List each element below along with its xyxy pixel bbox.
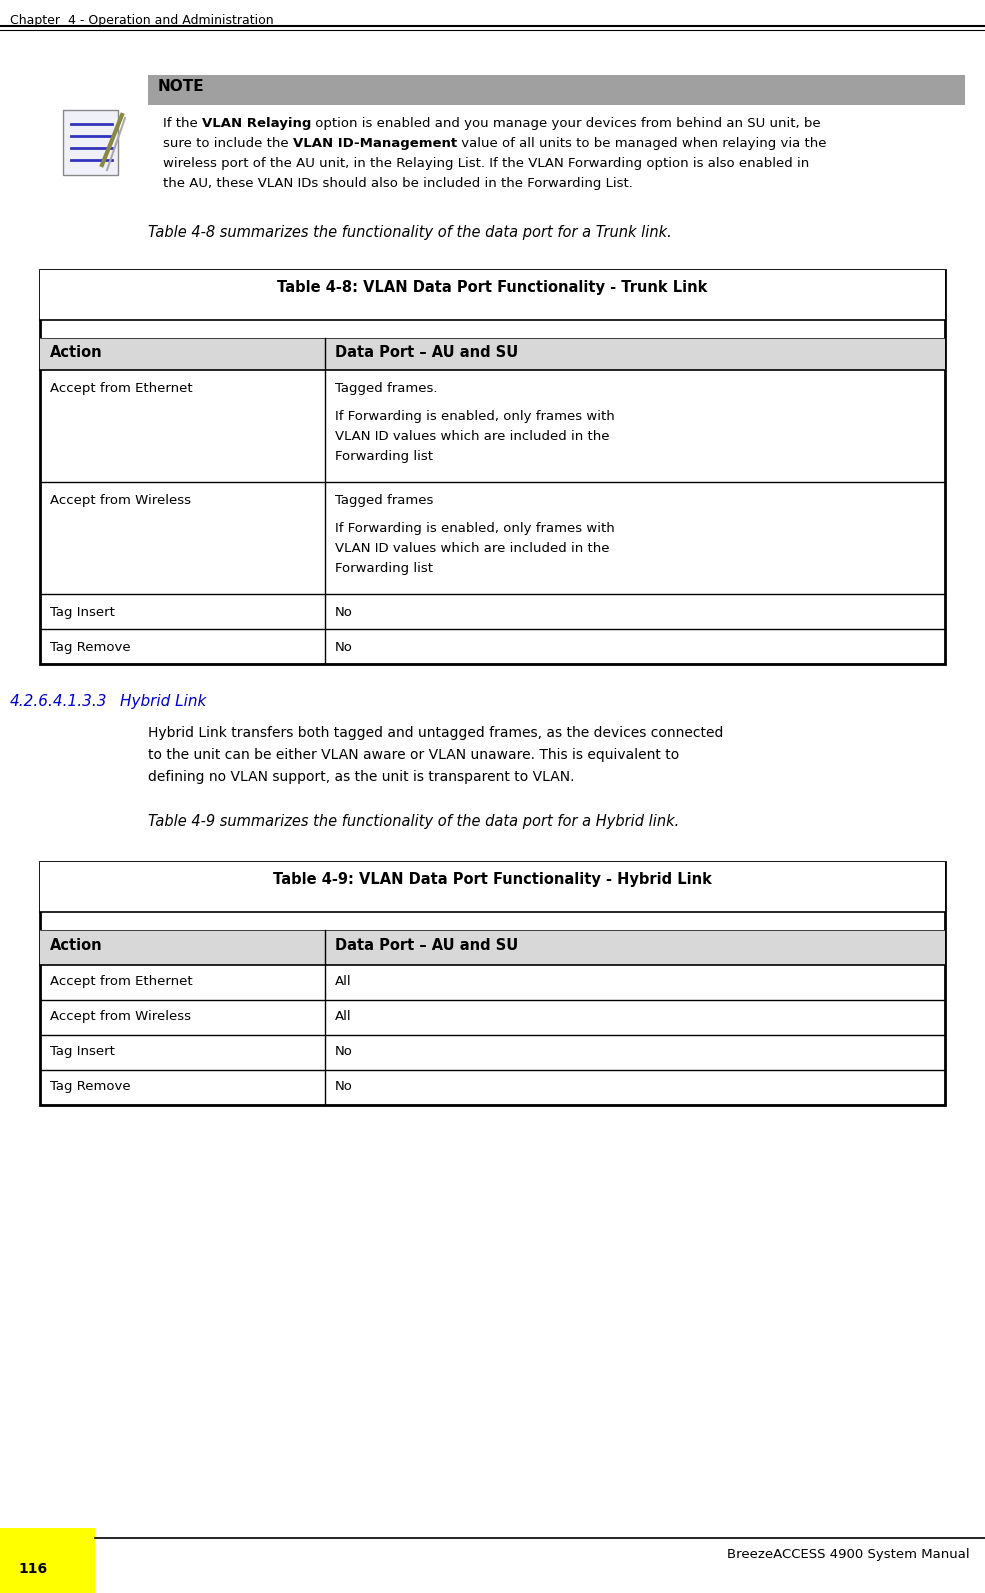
Text: wireless port of the AU unit, in the Relaying List. If the VLAN Forwarding optio: wireless port of the AU unit, in the Rel… [163,158,810,170]
Text: Accept from Wireless: Accept from Wireless [50,1010,191,1023]
Text: All: All [335,1010,352,1023]
Text: Tag Insert: Tag Insert [50,1045,115,1058]
Text: No: No [335,605,353,620]
Bar [40,862,945,913]
Text: Tag Remove: Tag Remove [50,1080,131,1093]
Text: Tag Insert: Tag Insert [50,605,115,620]
Text: Table 4-8: VLAN Data Port Functionality - Trunk Link: Table 4-8: VLAN Data Port Functionality … [278,280,707,295]
Text: sure to include the: sure to include the [163,137,293,150]
Text: Data Port – AU and SU: Data Port – AU and SU [335,346,518,360]
Bar [40,269,945,664]
Bar [40,862,945,1106]
Text: option is enabled and you manage your devices from behind an SU unit, be: option is enabled and you manage your de… [311,116,821,131]
Bar [40,930,945,965]
Text: defining no VLAN support, as the unit is transparent to VLAN.: defining no VLAN support, as the unit is… [148,769,574,784]
Text: Table 4-9 summarizes the functionality of the data port for a Hybrid link.: Table 4-9 summarizes the functionality o… [148,814,680,828]
Text: Accept from Wireless: Accept from Wireless [50,494,191,507]
Text: If the: If the [163,116,202,131]
Text: VLAN Relaying: VLAN Relaying [202,116,311,131]
Bar [0,1528,95,1593]
Text: Forwarding list: Forwarding list [335,449,433,464]
Text: VLAN ID-Management: VLAN ID-Management [293,137,457,150]
Text: Hybrid Link: Hybrid Link [120,695,207,709]
Text: 4.2.6.4.1.3.3: 4.2.6.4.1.3.3 [10,695,107,709]
Text: value of all units to be managed when relaying via the: value of all units to be managed when re… [457,137,826,150]
Text: No: No [335,640,353,655]
Bar [40,269,945,320]
Text: Action: Action [50,346,102,360]
Text: Hybrid Link transfers both tagged and untagged frames, as the devices connected: Hybrid Link transfers both tagged and un… [148,726,723,741]
Text: NOTE: NOTE [158,80,205,94]
Text: Forwarding list: Forwarding list [335,562,433,575]
Bar [40,338,945,370]
Text: All: All [335,975,352,988]
Bar [63,110,118,175]
Text: Chapter  4 - Operation and Administration: Chapter 4 - Operation and Administration [10,14,274,27]
Text: If Forwarding is enabled, only frames with: If Forwarding is enabled, only frames wi… [335,523,615,535]
Text: Tagged frames.: Tagged frames. [335,382,437,395]
Text: Data Port – AU and SU: Data Port – AU and SU [335,938,518,953]
Text: Table 4-8 summarizes the functionality of the data port for a Trunk link.: Table 4-8 summarizes the functionality o… [148,225,672,241]
Text: to the unit can be either VLAN aware or VLAN unaware. This is equivalent to: to the unit can be either VLAN aware or … [148,749,680,761]
Bar [148,75,965,105]
Text: 116: 116 [18,1563,47,1575]
Text: BreezeACCESS 4900 System Manual: BreezeACCESS 4900 System Manual [727,1548,970,1561]
Text: Tag Remove: Tag Remove [50,640,131,655]
Text: Action: Action [50,938,102,953]
Text: Tagged frames: Tagged frames [335,494,433,507]
Text: If Forwarding is enabled, only frames with: If Forwarding is enabled, only frames wi… [335,409,615,424]
Text: VLAN ID values which are included in the: VLAN ID values which are included in the [335,430,610,443]
Text: VLAN ID values which are included in the: VLAN ID values which are included in the [335,542,610,554]
Text: Accept from Ethernet: Accept from Ethernet [50,382,193,395]
Text: No: No [335,1045,353,1058]
Text: the AU, these VLAN IDs should also be included in the Forwarding List.: the AU, these VLAN IDs should also be in… [163,177,633,190]
Text: No: No [335,1080,353,1093]
Text: Accept from Ethernet: Accept from Ethernet [50,975,193,988]
Text: Table 4-9: VLAN Data Port Functionality - Hybrid Link: Table 4-9: VLAN Data Port Functionality … [273,871,712,887]
